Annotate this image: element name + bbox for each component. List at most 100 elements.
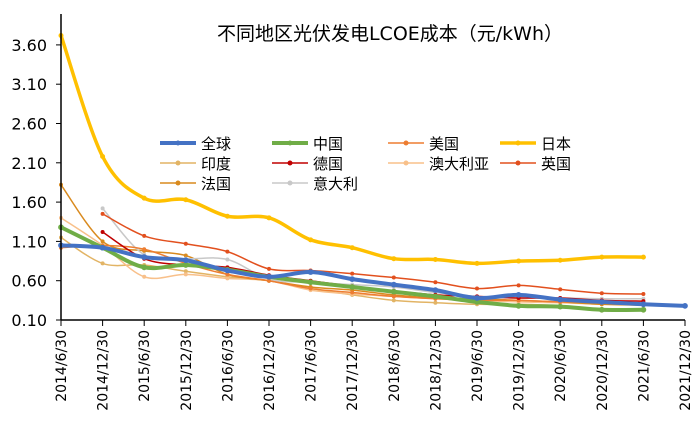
data-point [474, 299, 480, 305]
data-point [100, 261, 105, 266]
legend-marker [287, 140, 293, 146]
legend-marker [403, 140, 409, 146]
data-point [183, 241, 188, 246]
data-point [267, 266, 271, 271]
data-point [475, 286, 479, 291]
series-3 [58, 32, 646, 266]
legend-marker [287, 160, 293, 166]
data-point [142, 247, 147, 252]
data-point [224, 213, 230, 219]
data-point [599, 291, 604, 296]
data-point [391, 298, 396, 303]
x-tick-label: 2019/6/30 [470, 330, 486, 402]
data-point [183, 269, 188, 274]
legend-item: 法国 [160, 175, 231, 193]
data-point [515, 291, 522, 298]
legend-label: 法国 [201, 175, 231, 193]
data-point [183, 253, 188, 258]
data-point [308, 237, 314, 243]
x-tick-label: 2017/12/30 [345, 330, 361, 411]
y-tick-label: 3.60 [11, 36, 47, 55]
data-point [307, 269, 314, 275]
data-point [350, 271, 355, 276]
data-point [100, 211, 105, 216]
data-point [141, 254, 148, 260]
legend-marker [515, 140, 521, 146]
data-point [391, 294, 396, 299]
data-point [474, 260, 480, 266]
data-point [391, 275, 396, 280]
data-point [141, 195, 147, 201]
data-point [225, 249, 230, 254]
data-point [183, 197, 189, 203]
x-tick-label: 2015/6/30 [137, 330, 153, 402]
data-point [100, 239, 105, 244]
data-point [142, 274, 147, 279]
data-point [225, 272, 230, 277]
data-point [474, 295, 480, 301]
y-tick-label: 3.10 [11, 75, 47, 94]
y-tick-label: 2.10 [11, 154, 47, 173]
legend-label: 美国 [429, 135, 459, 153]
legend-label: 德国 [313, 155, 343, 173]
data-point [99, 244, 106, 251]
data-point [432, 256, 438, 262]
data-point [350, 290, 355, 295]
series-0 [58, 242, 688, 309]
data-point [557, 257, 563, 263]
legend-marker [175, 180, 181, 186]
x-tick-label: 2018/12/30 [428, 330, 444, 411]
data-point [225, 257, 230, 262]
x-tick-label: 2014/12/30 [96, 330, 112, 411]
data-point [557, 296, 564, 303]
legend-label: 全球 [201, 135, 231, 153]
data-point [100, 206, 105, 211]
data-point [558, 287, 563, 292]
x-tick-label: 2018/6/30 [387, 330, 403, 402]
data-point [224, 267, 231, 274]
legend-item: 英国 [500, 155, 571, 173]
data-point [640, 306, 647, 313]
x-tick-label: 2016/6/30 [220, 330, 236, 402]
legend-marker [287, 180, 293, 186]
legend-marker [403, 160, 409, 166]
legend-label: 英国 [541, 155, 571, 173]
data-point [182, 257, 189, 264]
series-line [101, 213, 645, 295]
data-point [641, 292, 646, 297]
data-point [141, 264, 148, 271]
data-point [100, 154, 106, 160]
data-point [349, 276, 356, 282]
y-tick-label: 0.60 [11, 272, 47, 291]
data-point [266, 215, 272, 221]
legend-label: 印度 [201, 155, 231, 173]
data-point [433, 300, 438, 305]
legend-item: 日本 [500, 135, 571, 153]
series-layer [58, 32, 688, 313]
data-point [183, 272, 188, 277]
data-point [516, 283, 521, 288]
data-point [598, 299, 605, 305]
data-point [598, 306, 605, 313]
x-tick-label: 2015/12/30 [179, 330, 195, 411]
data-point [390, 288, 397, 295]
axes: 0.10 0.60 1.10 1.60 2.10 2.60 3.10 3.60 2014/6/3… [11, 14, 694, 411]
chart-title: 不同地区光伏发电LCOE成本（元/kWh） [217, 23, 563, 45]
data-point [432, 293, 439, 300]
data-point [349, 245, 355, 251]
x-tick-label: 2017/6/30 [304, 330, 320, 402]
legend-item: 印度 [160, 155, 231, 173]
data-point [640, 301, 647, 308]
data-point [433, 280, 438, 285]
y-tick-label: 1.10 [11, 232, 47, 251]
data-point [640, 254, 646, 260]
x-tick-label: 2019/12/30 [512, 330, 528, 411]
y-tick-label: 2.60 [11, 115, 47, 134]
data-point [682, 302, 688, 309]
data-point [267, 278, 271, 283]
series-line [59, 243, 687, 308]
y-tick-label: 0.10 [11, 311, 47, 330]
